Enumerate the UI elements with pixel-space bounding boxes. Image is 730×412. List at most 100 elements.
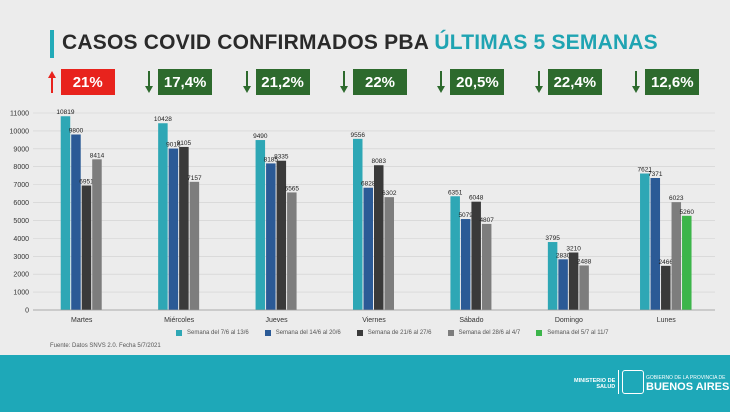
data-label: 2830 [556, 252, 571, 259]
bar [682, 215, 692, 310]
data-label: 6565 [285, 185, 300, 192]
arrow-up-icon [47, 71, 56, 93]
change-badge: 21,2% [255, 69, 310, 95]
bar [661, 265, 671, 310]
data-label: 6828 [361, 181, 376, 188]
legend-swatch [536, 330, 543, 336]
data-label: 9105 [177, 140, 192, 147]
data-label: 8185 [264, 156, 279, 163]
y-tick-label: 9000 [13, 146, 29, 153]
title-main: CASOS COVID CONFIRMADOS PBA [62, 31, 429, 54]
legend-swatch [447, 330, 454, 336]
data-label: 9800 [69, 127, 84, 134]
ministerio-line-2: SALUD [596, 384, 616, 390]
legend-swatch [176, 330, 182, 336]
data-label: 3210 [566, 246, 581, 253]
y-tick-label: 2000 [13, 272, 29, 279]
bar [671, 202, 682, 310]
bar [266, 163, 276, 310]
bar [189, 181, 200, 310]
data-label: 7371 [648, 171, 663, 178]
legend-label: Semana del 14/6 al 20/6 [275, 330, 341, 336]
x-tick-label: Domingo [555, 317, 583, 324]
bar [471, 201, 481, 310]
data-label: 9490 [253, 133, 268, 140]
ministerio-line-1: MINISTERIO DE [574, 378, 616, 384]
x-tick-label: Sábado [459, 317, 483, 324]
bar [363, 187, 373, 310]
page-title: CASOS COVID CONFIRMADOS PBA ÚLTIMAS 5 SE… [62, 31, 658, 55]
bar-chart: 0 1000 2000 3000 4000 5000 6000 7000 8000 9000 100… [10, 109, 715, 324]
y-tick-label: 6000 [13, 200, 29, 207]
change-badge: 17,4% [158, 69, 213, 95]
bar [158, 123, 168, 310]
bar [179, 146, 189, 310]
arrow-down-icon [437, 71, 446, 93]
bar [168, 148, 179, 310]
bar [92, 159, 102, 310]
data-label: 8083 [372, 158, 387, 165]
bar [287, 192, 297, 310]
x-tick-label: Viernes [362, 317, 386, 324]
y-tick-label: 0 [25, 308, 29, 315]
arrow-down-icon [632, 71, 641, 93]
legend-label: Semana de 21/6 al 27/6 [367, 330, 432, 336]
data-label: 6023 [669, 195, 684, 202]
gob-label: GOBIERNO DE LA PROVINCIA DE [646, 375, 726, 381]
y-tick-label: 4000 [13, 236, 29, 243]
data-label: 6351 [448, 189, 463, 196]
title-accent-bar [50, 30, 54, 58]
title-accent: ÚLTIMAS 5 SEMANAS [434, 31, 658, 54]
bar [276, 160, 287, 310]
legend-swatch [356, 330, 363, 336]
data-label: 3795 [545, 235, 560, 242]
bar [255, 140, 266, 310]
source-note: Fuente: Datos SNVS 2.0. Fecha 5/7/2021 [50, 343, 161, 349]
bar [384, 197, 394, 310]
y-tick-label: 8000 [13, 164, 29, 171]
buenos-aires-logo-text: BUENOS AIRES [646, 381, 730, 393]
change-badge: 22% [353, 69, 407, 95]
legend-item: Semana del 5/7 al 11/7 [536, 330, 608, 336]
data-label: 2466 [659, 259, 674, 266]
x-tick-label: Jueves [265, 317, 288, 324]
bar [450, 196, 460, 310]
arrow-down-icon [534, 71, 543, 93]
data-label: 6302 [382, 190, 397, 197]
bar [460, 219, 471, 310]
data-label: 9016 [166, 142, 181, 149]
legend-item: Semana de 21/6 al 27/6 [356, 330, 432, 336]
x-tick-label: Miércoles [164, 317, 194, 324]
bar [481, 223, 492, 310]
arrow-down-icon [145, 71, 154, 93]
y-tick-label: 10000 [10, 128, 30, 135]
change-badge: 21% [60, 69, 115, 95]
legend-item: Semana del 14/6 al 20/6 [264, 330, 341, 336]
bar [81, 185, 92, 310]
data-label: 10819 [56, 109, 74, 116]
province-seal-icon [622, 370, 644, 394]
legend-label: Semana del 28/6 al 4/7 [458, 330, 521, 336]
bar [60, 116, 71, 310]
data-label: 6048 [469, 195, 484, 202]
arrow-down-icon [340, 71, 348, 93]
y-tick-label: 1000 [13, 290, 29, 297]
arrow-down-icon [242, 71, 251, 93]
y-tick-label: 3000 [13, 254, 29, 261]
legend-item: Semana del 7/6 al 13/6 [176, 330, 249, 336]
legend-swatch [264, 330, 271, 336]
change-badge: 12,6% [645, 69, 700, 95]
data-label: 9556 [351, 132, 366, 139]
data-label: 2488 [577, 258, 592, 265]
bar [579, 265, 589, 310]
data-label: 4807 [479, 217, 494, 224]
data-label: 8414 [90, 152, 105, 159]
y-tick-label: 11000 [10, 111, 29, 118]
y-tick-label: 7000 [13, 182, 29, 189]
change-badge: 20,5% [450, 69, 505, 95]
bar [568, 252, 579, 310]
bar [558, 259, 568, 310]
data-label: 10428 [154, 116, 172, 123]
bar [547, 242, 558, 310]
data-label: 8335 [274, 154, 289, 161]
